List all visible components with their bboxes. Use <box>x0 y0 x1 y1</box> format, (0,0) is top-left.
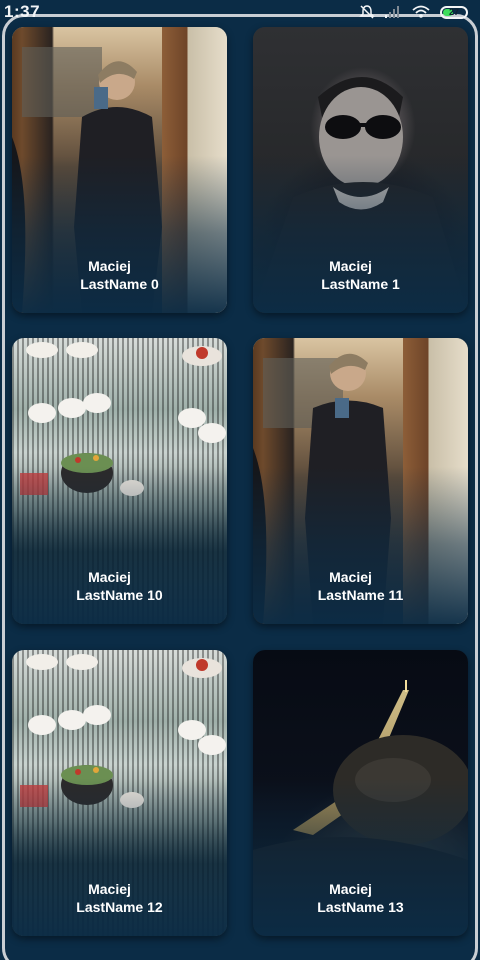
wifi-icon <box>412 5 430 18</box>
card-shade <box>12 27 227 313</box>
first-name: Maciej <box>329 569 372 585</box>
signal-icon <box>385 6 399 18</box>
card-shade <box>253 650 468 936</box>
card-shade <box>12 650 227 936</box>
last-name: LastName 1 <box>321 276 400 292</box>
profile-name: Maciej LastName 0 <box>12 257 227 293</box>
profile-name: Maciej LastName 10 <box>12 568 227 604</box>
profile-name: Maciej LastName 12 <box>12 880 227 916</box>
profile-card[interactable]: Maciej LastName 13 <box>253 650 468 936</box>
first-name: Maciej <box>88 258 131 274</box>
battery-level: 27 <box>448 7 459 17</box>
profile-card[interactable]: Maciej LastName 1 <box>253 27 468 313</box>
status-time: 1:37 <box>4 2 41 21</box>
first-name: Maciej <box>329 881 372 897</box>
first-name: Maciej <box>88 881 131 897</box>
card-shade <box>253 27 468 313</box>
profile-name: Maciej LastName 13 <box>253 880 468 916</box>
profile-name: Maciej LastName 1 <box>253 257 468 293</box>
first-name: Maciej <box>88 569 131 585</box>
battery-icon: 27 <box>440 5 468 19</box>
profile-card[interactable]: Maciej LastName 12 <box>12 650 227 936</box>
last-name: LastName 11 <box>317 587 404 603</box>
status-icons: 27 <box>359 4 468 20</box>
battery-fill <box>443 8 453 16</box>
status-bar: 1:37 27 <box>0 0 480 28</box>
first-name: Maciej <box>329 258 372 274</box>
last-name: LastName 12 <box>76 899 163 915</box>
profile-name: Maciej LastName 11 <box>253 568 468 604</box>
last-name: LastName 13 <box>317 899 404 915</box>
card-shade <box>253 338 468 624</box>
profile-card[interactable]: Maciej LastName 11 <box>253 338 468 624</box>
profile-card[interactable]: Maciej LastName 0 <box>12 27 227 313</box>
mute-icon <box>359 5 375 19</box>
profile-card[interactable]: Maciej LastName 10 <box>12 338 227 624</box>
card-shade <box>12 338 227 624</box>
last-name: LastName 0 <box>80 276 159 292</box>
last-name: LastName 10 <box>76 587 163 603</box>
